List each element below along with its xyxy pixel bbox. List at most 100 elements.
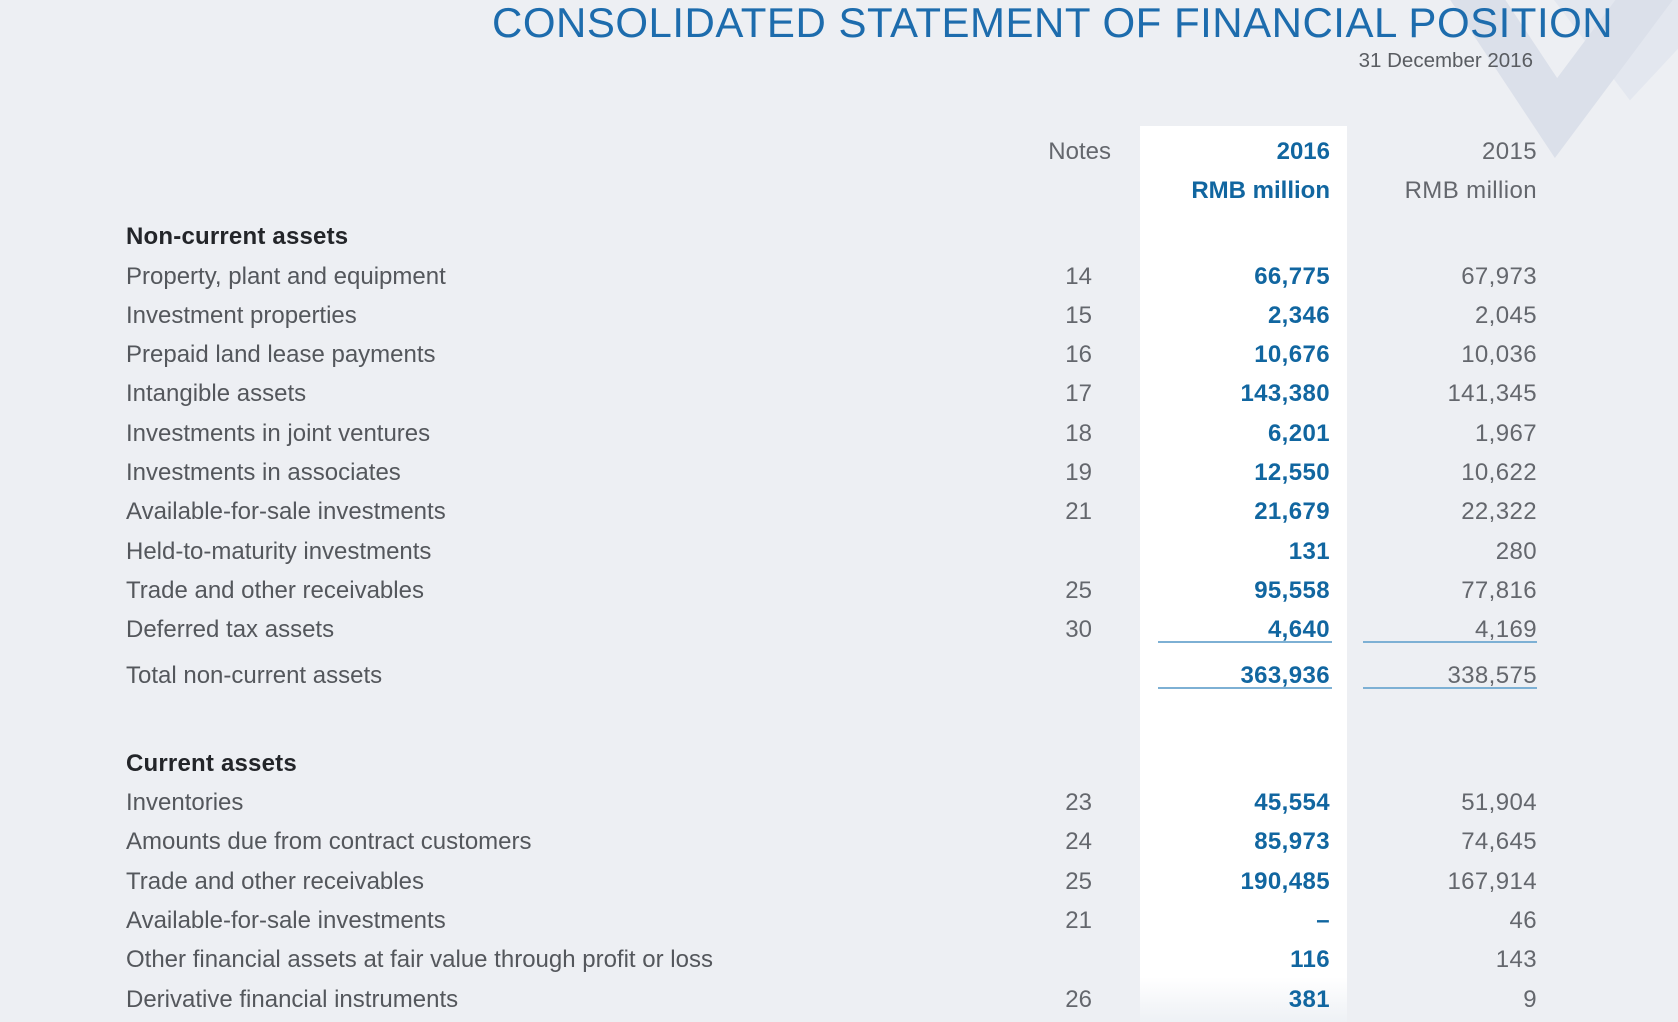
table-row: Inventories 23 45,554 51,904 bbox=[126, 783, 1537, 822]
value-2015-cell: 9 bbox=[1523, 985, 1537, 1013]
section-heading-row: Current assets bbox=[126, 744, 1537, 783]
value-2015-cell: 167,914 bbox=[1447, 867, 1537, 895]
table-row: Investment properties 15 2,346 2,045 bbox=[126, 296, 1537, 335]
note-cell: 19 bbox=[1065, 459, 1092, 487]
row-label: Available-for-sale investments bbox=[126, 498, 446, 526]
value-2015-cell: 143 bbox=[1495, 946, 1537, 974]
value-2015-cell: 46 bbox=[1509, 906, 1537, 934]
unit-label-2016: RMB million bbox=[1191, 176, 1330, 204]
section-heading: Non-current assets bbox=[126, 223, 349, 251]
column-header-2015: 2015 bbox=[1482, 137, 1537, 165]
value-2016-cell: 21,679 bbox=[1254, 498, 1330, 526]
value-2016-cell: 131 bbox=[1288, 537, 1330, 565]
page-title: CONSOLIDATED STATEMENT OF FINANCIAL POSI… bbox=[492, 0, 1614, 46]
row-label: Other financial assets at fair value thr… bbox=[126, 946, 713, 974]
column-header-2016: 2016 bbox=[1276, 137, 1330, 165]
value-2015-cell: 67,973 bbox=[1461, 262, 1537, 290]
table-row: Held-to-maturity investments 131 280 bbox=[126, 532, 1537, 571]
value-2015-cell: 2,045 bbox=[1474, 301, 1537, 329]
value-2016-cell: 116 bbox=[1290, 946, 1330, 974]
row-label: Property, plant and equipment bbox=[126, 262, 446, 290]
table-row: Intangible assets 17 143,380 141,345 bbox=[126, 375, 1537, 414]
note-cell: 25 bbox=[1065, 576, 1092, 604]
table-row: Other financial assets at fair value thr… bbox=[126, 941, 1537, 980]
note-cell: 21 bbox=[1065, 906, 1092, 934]
row-label: Investment properties bbox=[126, 301, 357, 329]
row-label: Trade and other receivables bbox=[126, 576, 424, 604]
value-2015-cell: 74,645 bbox=[1461, 828, 1537, 856]
value-2016-cell: 45,554 bbox=[1254, 789, 1330, 817]
total-row: Total non-current assets 363,936 338,575 bbox=[126, 656, 1537, 695]
row-label: Investments in associates bbox=[126, 459, 401, 487]
table-row: Trade and other receivables 25 95,558 77,81… bbox=[126, 571, 1537, 610]
section-heading: Current assets bbox=[126, 749, 297, 777]
value-2015-cell: 4,169 bbox=[1330, 616, 1537, 644]
row-label: Investments in joint ventures bbox=[126, 419, 431, 447]
value-2016-cell: 12,550 bbox=[1254, 459, 1330, 487]
note-cell: 17 bbox=[1065, 380, 1092, 408]
value-2015-cell: 10,622 bbox=[1461, 459, 1537, 487]
row-label: Available-for-sale investments bbox=[126, 906, 446, 934]
table-row: Investments in joint ventures 18 6,201 1,96… bbox=[126, 414, 1537, 453]
table-row: Derivative financial instruments 26 381 9 bbox=[126, 980, 1537, 1019]
row-label: Amounts due from contract customers bbox=[126, 828, 532, 856]
value-2016-cell: 381 bbox=[1288, 985, 1330, 1013]
value-2016-cell: 143,380 bbox=[1240, 380, 1330, 408]
value-2015-cell: 280 bbox=[1495, 537, 1537, 565]
financial-position-table: Notes 2016 2015 RMB million RMB million … bbox=[126, 132, 1537, 1019]
value-2015-cell: 338,575 bbox=[1330, 662, 1537, 690]
row-label: Held-to-maturity investments bbox=[126, 537, 432, 565]
note-cell: 18 bbox=[1065, 419, 1092, 447]
row-label: Intangible assets bbox=[126, 380, 307, 408]
value-2016-cell: 2,346 bbox=[1267, 301, 1330, 329]
value-2016-cell: 6,201 bbox=[1267, 419, 1330, 447]
table-row: Prepaid land lease payments 16 10,676 10,03… bbox=[126, 335, 1537, 374]
note-cell: 21 bbox=[1065, 498, 1092, 526]
note-cell: 23 bbox=[1065, 789, 1092, 817]
row-label: Prepaid land lease payments bbox=[126, 341, 436, 369]
note-cell: 14 bbox=[1065, 262, 1092, 290]
note-cell: 16 bbox=[1065, 341, 1092, 369]
value-2016-cell: 66,775 bbox=[1254, 262, 1330, 290]
value-2016-cell: 190,485 bbox=[1240, 867, 1330, 895]
table-body: Non-current assets Property, plant and eq… bbox=[126, 218, 1537, 1020]
table-row: Deferred tax assets 30 4,640 4,169 bbox=[126, 611, 1537, 650]
value-2015-cell: 141,345 bbox=[1447, 380, 1537, 408]
column-header-notes: Notes bbox=[1048, 137, 1111, 165]
note-cell: 30 bbox=[1065, 616, 1092, 644]
table-row: Property, plant and equipment 14 66,775 67,… bbox=[126, 257, 1537, 296]
section-heading-row: Non-current assets bbox=[126, 218, 1537, 257]
table-row: Available-for-sale investments 21 – 46 bbox=[126, 901, 1537, 940]
row-label: Derivative financial instruments bbox=[126, 985, 459, 1013]
value-2015-cell: 1,967 bbox=[1474, 419, 1537, 447]
note-cell: 26 bbox=[1065, 985, 1092, 1013]
report-date: 31 December 2016 bbox=[1358, 49, 1533, 72]
row-label: Trade and other receivables bbox=[126, 867, 424, 895]
value-2016-cell: – bbox=[1316, 906, 1330, 934]
value-2016-cell: 95,558 bbox=[1254, 576, 1330, 604]
column-header-row: Notes 2016 2015 bbox=[126, 132, 1537, 171]
note-cell: 15 bbox=[1065, 301, 1092, 329]
value-2015-cell: 22,322 bbox=[1461, 498, 1537, 526]
row-label: Inventories bbox=[126, 789, 244, 817]
note-cell: 24 bbox=[1065, 828, 1092, 856]
column-header-notes-cell: Notes bbox=[974, 138, 1111, 166]
highlight-2016-column-band bbox=[1140, 126, 1347, 1022]
value-2016-cell: 10,676 bbox=[1254, 341, 1330, 369]
total-label: Total non-current assets bbox=[126, 661, 383, 689]
row-label: Deferred tax assets bbox=[126, 616, 335, 644]
unit-header-row: RMB million RMB million bbox=[126, 171, 1537, 210]
value-2016-cell: 4,640 bbox=[1092, 616, 1332, 644]
table-row: Investments in associates 19 12,550 10,622 bbox=[126, 453, 1537, 492]
table-row: Trade and other receivables 25 190,485 167,… bbox=[126, 862, 1537, 901]
value-2016-cell: 85,973 bbox=[1254, 828, 1330, 856]
value-2015-cell: 51,904 bbox=[1461, 789, 1537, 817]
value-2015-cell: 77,816 bbox=[1461, 576, 1537, 604]
unit-label-2015: RMB million bbox=[1404, 176, 1537, 204]
table-row: Available-for-sale investments 21 21,679 22… bbox=[126, 493, 1537, 532]
note-cell: 25 bbox=[1065, 867, 1092, 895]
value-2015-cell: 10,036 bbox=[1461, 341, 1537, 369]
table-row: Amounts due from contract customers 24 85,… bbox=[126, 823, 1537, 862]
